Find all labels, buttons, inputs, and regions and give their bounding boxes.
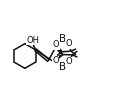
Text: O: O — [66, 57, 72, 66]
Text: OH: OH — [26, 36, 39, 45]
Text: B: B — [59, 62, 66, 72]
Text: O: O — [53, 40, 59, 49]
Text: O: O — [52, 56, 59, 65]
Text: O: O — [65, 39, 72, 48]
Text: B: B — [59, 34, 66, 44]
